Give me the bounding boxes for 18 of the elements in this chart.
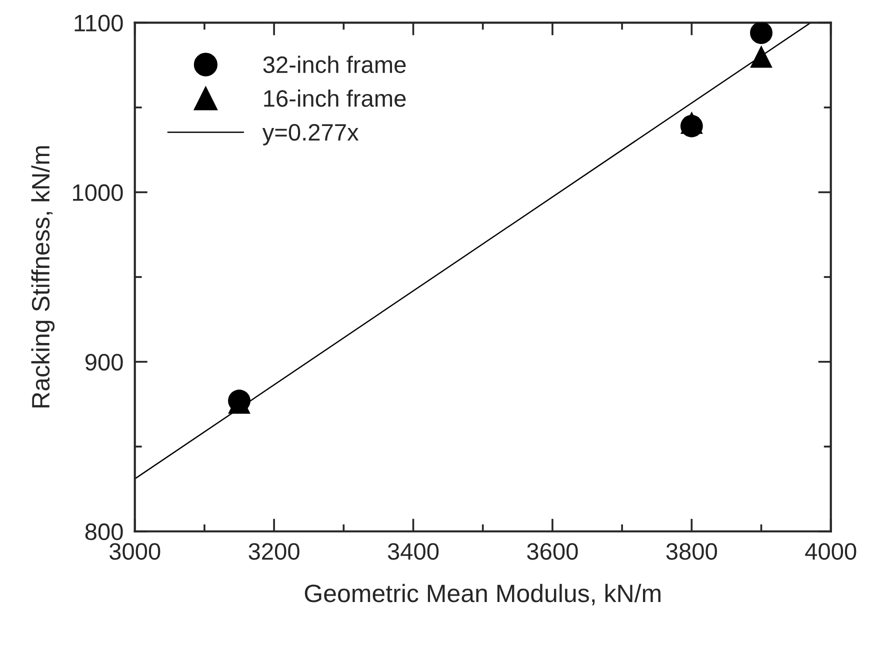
y-tick-label: 1100 <box>74 14 123 32</box>
x-axis-title: Geometric Mean Modulus, kN/m <box>304 584 660 606</box>
legend-label: 32-inch frame <box>263 56 406 74</box>
legend-label: 16-inch frame <box>264 90 406 107</box>
x-tick-label: 3600 <box>527 543 578 560</box>
point <box>680 112 703 134</box>
x-tick-label: 3200 <box>248 543 300 560</box>
x-tick-label: 4000 <box>805 543 856 560</box>
point <box>750 22 772 44</box>
y-tick-label: 1000 <box>73 184 123 202</box>
x-tick-label: 3800 <box>666 543 717 560</box>
y-axis-title: Racking Stiffness, kN/m <box>31 146 55 408</box>
y-tick-label: 900 <box>85 354 123 371</box>
point <box>750 45 772 68</box>
x-tick-label: 3400 <box>388 543 439 560</box>
x-tick-label: 3000 <box>109 543 160 560</box>
legend-label: y=0.277x <box>262 124 359 146</box>
y-tick-label: 800 <box>85 523 123 540</box>
